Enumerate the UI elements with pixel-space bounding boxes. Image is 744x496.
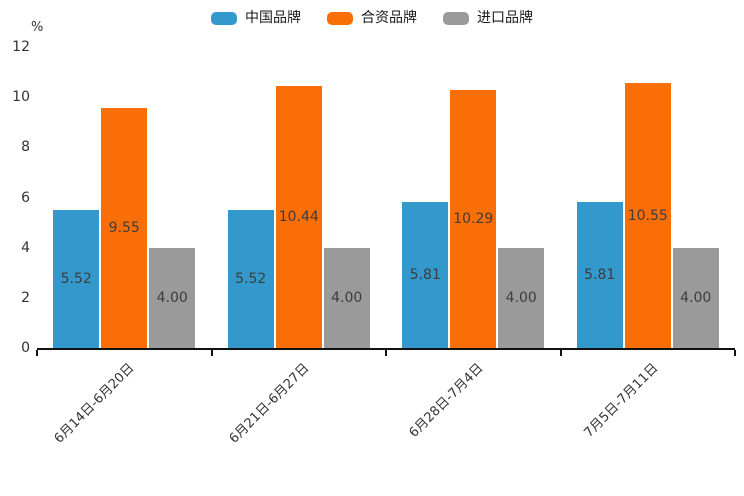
y-tick-label: 2 xyxy=(21,289,30,306)
bar-value-label: 9.55 xyxy=(108,220,140,237)
bar xyxy=(450,89,497,348)
bar xyxy=(498,247,545,348)
bar-value-label: 5.81 xyxy=(409,267,441,284)
bar-value-label: 5.81 xyxy=(584,267,616,284)
y-tick-label: 4 xyxy=(21,239,30,256)
y-tick-label: 6 xyxy=(21,189,30,206)
bar-value-label: 10.44 xyxy=(278,209,319,226)
bar xyxy=(275,86,322,348)
x-axis-tick-mark xyxy=(210,350,213,356)
bar xyxy=(101,108,148,348)
legend: 中国品牌 合资品牌 进口品牌 xyxy=(0,8,744,28)
y-tick-label: 8 xyxy=(21,139,30,156)
x-tick-label: 6月21日-6月27日 xyxy=(226,360,313,447)
bar xyxy=(576,202,623,348)
bar xyxy=(149,247,196,348)
bar xyxy=(53,209,100,348)
x-axis-tick-mark xyxy=(36,350,38,356)
bar-value-label: 4.00 xyxy=(680,289,712,306)
bar xyxy=(672,247,719,348)
legend-swatch xyxy=(443,11,469,25)
x-tick-label: 6月28日-7月4日 xyxy=(406,360,487,441)
legend-label: 进口品牌 xyxy=(477,10,533,26)
y-tick-label: 12 xyxy=(12,39,30,55)
bar-value-label: 4.00 xyxy=(505,289,537,306)
legend-label: 中国品牌 xyxy=(245,10,301,26)
x-tick-label: 7月5日-7月11日 xyxy=(581,360,662,441)
bar-value-label: 5.52 xyxy=(235,270,267,287)
legend-item: 中国品牌 xyxy=(211,8,301,28)
legend-item: 进口品牌 xyxy=(443,8,533,28)
legend-swatch xyxy=(211,11,237,25)
bar-value-label: 10.29 xyxy=(453,210,494,227)
x-axis-tick-mark xyxy=(559,350,562,356)
bar-value-label: 10.55 xyxy=(627,207,668,224)
x-axis-tick-mark xyxy=(385,350,387,356)
bar xyxy=(624,83,671,348)
bar-value-label: 4.00 xyxy=(156,289,188,306)
y-axis-unit-label: % xyxy=(31,20,44,35)
x-tick-label: 6月14日-6月20日 xyxy=(51,360,138,447)
legend-item: 合资品牌 xyxy=(327,8,417,28)
bar xyxy=(402,202,449,348)
legend-swatch xyxy=(327,11,353,25)
bar xyxy=(227,209,274,348)
bar xyxy=(323,247,370,348)
bar-value-label: 5.52 xyxy=(60,270,92,287)
x-axis-tick-mark xyxy=(734,350,736,356)
legend-label: 合资品牌 xyxy=(361,10,417,26)
y-tick-label: 10 xyxy=(12,89,30,106)
bar-value-label: 4.00 xyxy=(331,289,363,306)
y-tick-label: 0 xyxy=(21,340,30,356)
x-axis-line xyxy=(37,348,735,350)
